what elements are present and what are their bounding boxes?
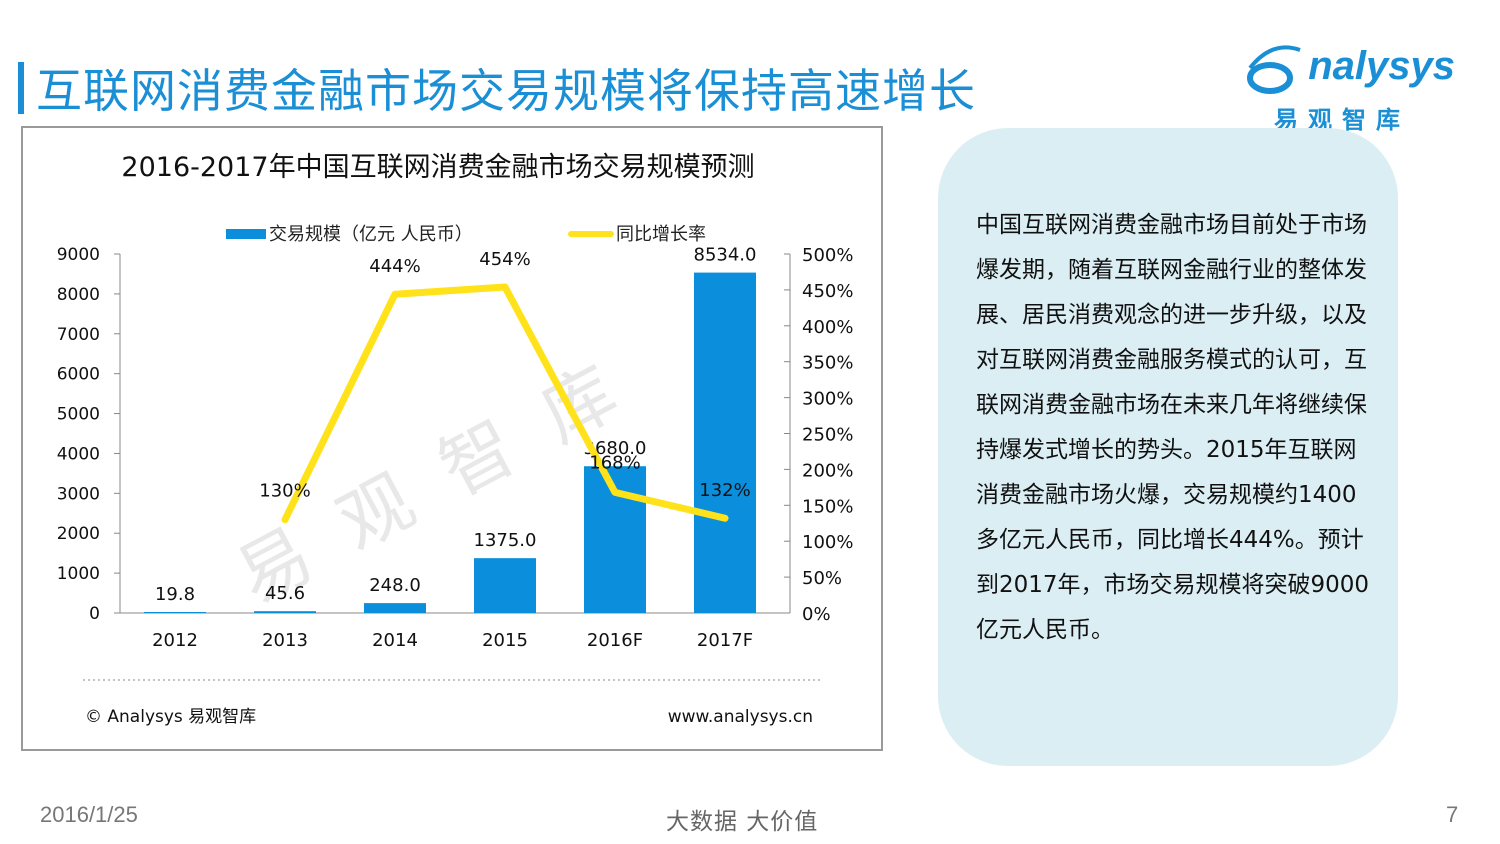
left-axis-tick-label: 6000 <box>57 365 100 385</box>
right-axis-tick-label: 200% <box>802 460 853 481</box>
legend-bar-swatch <box>226 229 266 239</box>
bar-2012 <box>144 612 206 613</box>
logo-swoosh-icon <box>1247 45 1301 94</box>
title-accent-bar <box>18 62 24 114</box>
info-panel: 中国互联网消费金融市场目前处于市场爆发期，随着互联网金融行业的整体发展、居民消费… <box>938 128 1398 766</box>
right-axis-tick-label: 150% <box>802 496 853 517</box>
left-axis-tick-label: 1000 <box>57 564 100 584</box>
right-axis-tick-label: 250% <box>802 425 853 446</box>
right-axis-tick-label: 500% <box>802 245 853 266</box>
right-axis-tick-label: 400% <box>802 317 853 338</box>
growth-rate-label: 454% <box>479 249 530 270</box>
growth-rate-label: 130% <box>259 481 310 502</box>
x-axis-category-label: 2012 <box>152 630 198 651</box>
growth-rate-label: 168% <box>589 452 640 473</box>
left-axis-tick-label: 0 <box>89 604 100 624</box>
growth-rate-label: 444% <box>369 256 420 277</box>
bar-value-label: 8534.0 <box>694 245 757 266</box>
x-axis-category-label: 2016F <box>587 630 643 651</box>
info-text: 中国互联网消费金融市场目前处于市场爆发期，随着互联网金融行业的整体发展、居民消费… <box>976 212 1370 643</box>
growth-rate-line <box>281 283 729 524</box>
chart-title: 2016-2017年中国互联网消费金融市场交易规模预测 <box>121 152 754 183</box>
legend-line-label: 同比增长率 <box>616 224 706 245</box>
logo-wordmark: nalysys <box>1308 44 1455 88</box>
right-axis-tick-label: 300% <box>802 389 853 410</box>
bar-value-label: 248.0 <box>369 575 421 596</box>
bar-value-label: 19.8 <box>155 584 195 605</box>
chart-source: © Analysys 易观智库 <box>85 707 256 727</box>
right-axis-tick-label: 0% <box>802 604 831 625</box>
bar-value-label: 1375.0 <box>474 530 537 551</box>
bar-2013 <box>254 611 316 613</box>
left-axis-tick-label: 5000 <box>57 405 100 425</box>
bar-2014 <box>364 603 426 613</box>
legend-bar-label: 交易规模（亿元 人民币） <box>269 224 473 245</box>
bar-2017F <box>694 272 756 613</box>
analysys-logo[interactable]: nalysys 易观智库 <box>1240 36 1470 136</box>
left-axis-tick-label: 9000 <box>57 245 100 265</box>
bar-value-label: 3680.0 <box>584 438 647 459</box>
left-axis-tick-label: 3000 <box>57 484 100 504</box>
x-axis-category-label: 2013 <box>262 630 308 651</box>
growth-rate-label: 132% <box>699 480 750 501</box>
x-axis-category-label: 2014 <box>372 630 418 651</box>
footer-page-number: 7 <box>1446 802 1459 827</box>
footer-date: 2016/1/25 <box>40 802 138 827</box>
right-axis-tick-label: 50% <box>802 568 842 589</box>
bar-value-label: 45.6 <box>265 583 305 604</box>
page-title: 互联网消费金融市场交易规模将保持高速增长 <box>36 64 976 118</box>
right-axis-tick-label: 350% <box>802 353 853 374</box>
chart-url: www.analysys.cn <box>668 707 813 727</box>
footer-tagline: 大数据 大价值 <box>666 809 819 835</box>
bar-2015 <box>474 558 536 613</box>
left-axis-tick-label: 4000 <box>57 444 100 464</box>
left-axis-tick-label: 8000 <box>57 285 100 305</box>
left-axis-tick-label: 7000 <box>57 325 100 345</box>
x-axis-category-label: 2017F <box>697 630 753 651</box>
chart-canvas: 易 观 智 库2016-2017年中国互联网消费金融市场交易规模预测交易规模（亿… <box>57 152 854 727</box>
right-axis-tick-label: 100% <box>802 532 853 553</box>
left-axis-tick-label: 2000 <box>57 524 100 544</box>
right-axis-tick-label: 450% <box>802 281 853 302</box>
x-axis-category-label: 2015 <box>482 630 528 651</box>
chart-frame: 易 观 智 库 2016-2017年中国互联网消费金融市场交易规模预测 交易规模（亿… <box>21 126 883 751</box>
